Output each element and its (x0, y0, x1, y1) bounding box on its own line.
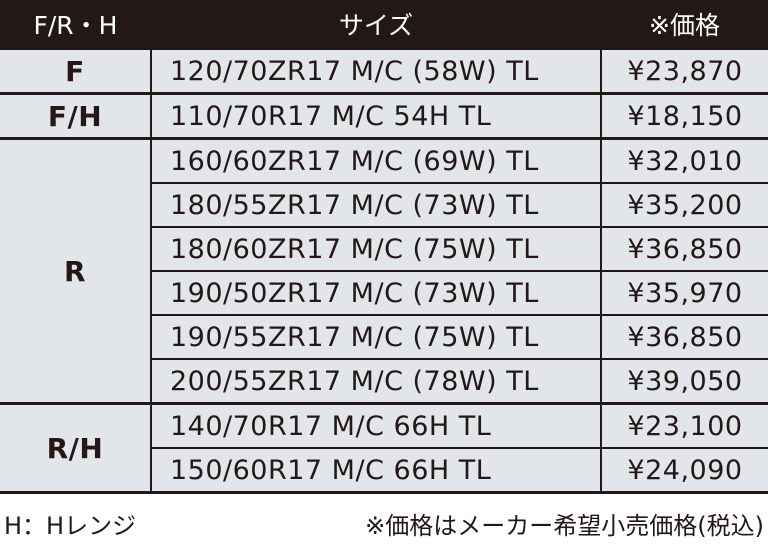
header-size: サイズ (151, 0, 601, 50)
position-cell: R/H (0, 402, 152, 494)
size-cell: 180/55ZR17 M/C (73W) TL (151, 182, 602, 228)
price-cell: ¥36,850 (600, 314, 768, 360)
price-cell: ¥24,090 (600, 447, 768, 494)
table-body: F 120/70ZR17 M/C (58W) TL ¥23,870 F/H 110/70… (0, 47, 768, 494)
table-row: 180/60ZR17 M/C (75W) TL ¥36,850 (0, 226, 768, 272)
position-cell: F (0, 47, 152, 95)
price-cell: ¥18,150 (600, 92, 768, 140)
header-position: F/R・H (0, 0, 151, 50)
size-cell: 200/55ZR17 M/C (78W) TL (151, 358, 602, 405)
table-row: 150/60R17 M/C 66H TL ¥24,090 (0, 447, 768, 494)
table-row: 200/55ZR17 M/C (78W) TL ¥39,050 (0, 358, 768, 405)
size-cell: 180/60ZR17 M/C (75W) TL (151, 226, 602, 272)
table-row: F/H 110/70R17 M/C 54H TL ¥18,150 (0, 92, 768, 140)
table-row: R 160/60ZR17 M/C (69W) TL ¥32,010 (0, 137, 768, 405)
header-price: ※価格 (601, 0, 768, 50)
size-cell: 120/70ZR17 M/C (58W) TL (150, 47, 602, 95)
price-note: ※価格はメーカー希望小売価格(税込) (365, 512, 764, 540)
table-row: F 120/70ZR17 M/C (58W) TL ¥23,870 (0, 47, 768, 95)
price-cell: ¥35,970 (600, 270, 768, 316)
size-cell: 190/55ZR17 M/C (75W) TL (151, 314, 602, 360)
price-cell: ¥23,870 (600, 47, 768, 95)
table-row: 180/55ZR17 M/C (73W) TL ¥35,200 (0, 182, 768, 228)
price-cell: ¥23,100 (600, 402, 768, 449)
table-row: 190/50ZR17 M/C (73W) TL ¥35,970 (0, 270, 768, 316)
size-cell: 150/60R17 M/C 66H TL (151, 447, 602, 494)
header-row: F/R・H サイズ ※価格 (0, 0, 768, 50)
size-cell: 110/70R17 M/C 54H TL (150, 92, 602, 140)
legend-note: H：Hレンジ (4, 512, 137, 540)
size-cell: 160/60ZR17 M/C (69W) TL (150, 137, 602, 184)
price-cell: ¥32,010 (600, 137, 768, 184)
position-cell: F/H (0, 92, 152, 140)
tire-price-table: F/R・H サイズ ※価格 F 120/70ZR17 M/C (58W) TL ¥2… (0, 0, 768, 494)
size-cell: 190/50ZR17 M/C (73W) TL (151, 270, 602, 316)
size-cell: 140/70R17 M/C 66H TL (150, 402, 602, 449)
table-row: R/H 140/70R17 M/C 66H TL ¥23,100 (0, 402, 768, 494)
table-row: 190/55ZR17 M/C (75W) TL ¥36,850 (0, 314, 768, 360)
price-cell: ¥35,200 (600, 182, 768, 228)
price-cell: ¥39,050 (600, 358, 768, 405)
price-cell: ¥36,850 (600, 226, 768, 272)
position-cell: R (0, 137, 152, 405)
